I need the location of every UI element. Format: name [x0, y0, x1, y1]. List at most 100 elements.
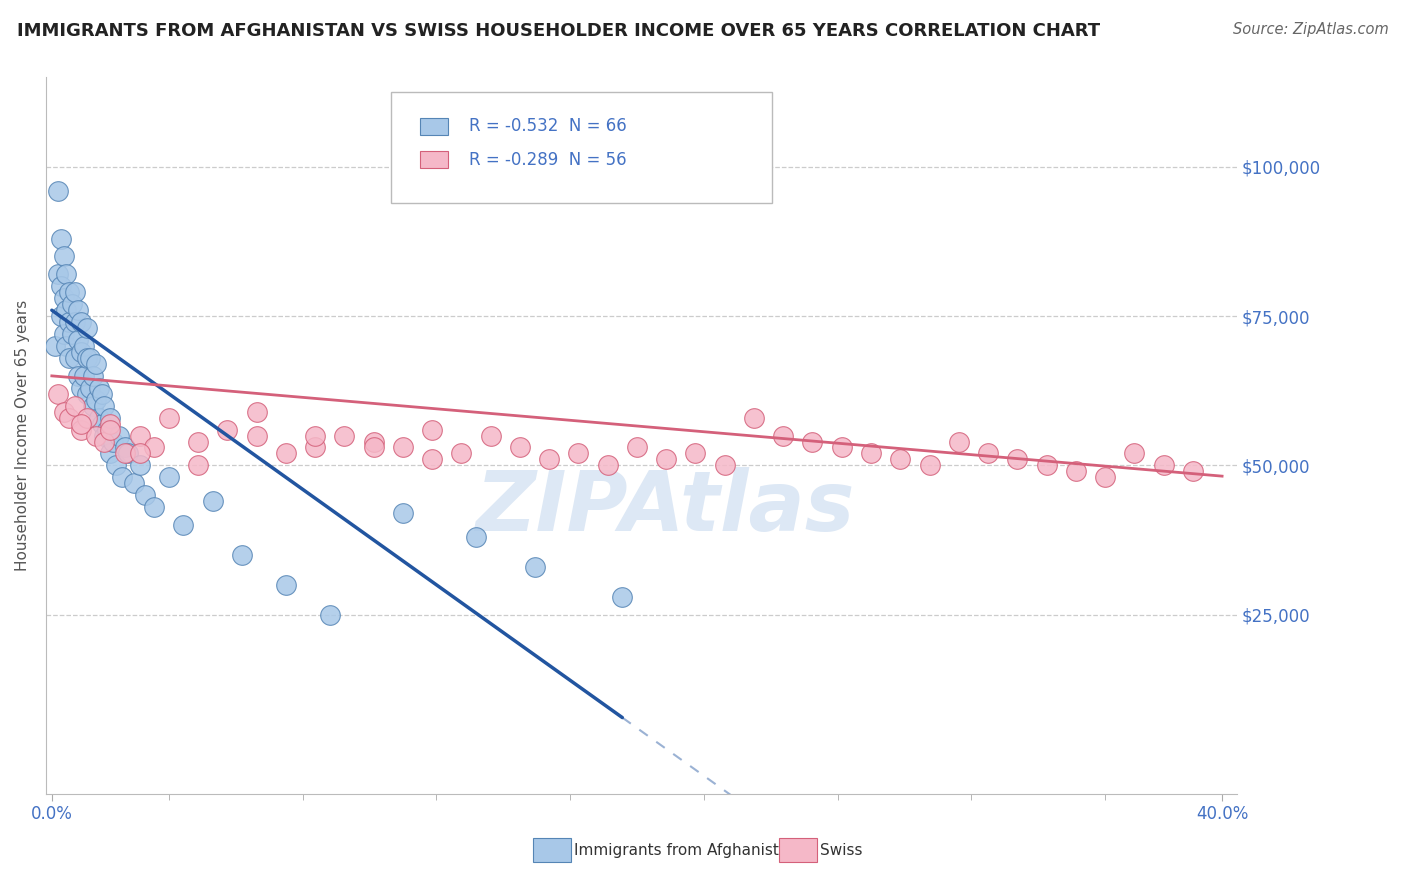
- Point: [134, 488, 156, 502]
- Point: [67, 303, 90, 318]
- Point: [49, 279, 72, 293]
- Point: [55, 339, 77, 353]
- Point: [84, 357, 107, 371]
- Point: [98, 423, 121, 437]
- Point: [98, 410, 121, 425]
- Point: [58, 315, 80, 329]
- Point: [84, 392, 107, 407]
- Point: [49, 231, 72, 245]
- Point: [52, 250, 75, 264]
- Point: [70, 417, 93, 431]
- Point: [128, 428, 150, 442]
- Point: [84, 428, 107, 442]
- Point: [742, 410, 765, 425]
- Point: [319, 607, 342, 622]
- Point: [977, 446, 1000, 460]
- FancyBboxPatch shape: [420, 118, 449, 135]
- Point: [44, 339, 66, 353]
- Point: [217, 423, 239, 437]
- Point: [96, 423, 118, 437]
- Point: [596, 458, 619, 473]
- Point: [1123, 446, 1146, 460]
- Point: [392, 506, 415, 520]
- Point: [52, 327, 75, 342]
- Point: [93, 428, 115, 442]
- Point: [420, 423, 443, 437]
- Point: [76, 386, 98, 401]
- Text: Immigrants from Afghanistan: Immigrants from Afghanistan: [574, 843, 797, 857]
- Point: [274, 446, 297, 460]
- Point: [87, 381, 110, 395]
- Point: [685, 446, 707, 460]
- Point: [509, 441, 531, 455]
- Point: [304, 441, 326, 455]
- Point: [70, 345, 93, 359]
- Point: [143, 500, 166, 515]
- Point: [65, 399, 87, 413]
- Point: [52, 405, 75, 419]
- Point: [231, 548, 253, 562]
- Point: [612, 590, 634, 604]
- Point: [67, 333, 90, 347]
- Point: [114, 441, 136, 455]
- Point: [1007, 452, 1029, 467]
- FancyBboxPatch shape: [391, 92, 772, 202]
- Point: [58, 351, 80, 365]
- Point: [93, 434, 115, 449]
- Text: R = -0.289  N = 56: R = -0.289 N = 56: [468, 151, 626, 169]
- Point: [333, 428, 356, 442]
- Point: [87, 410, 110, 425]
- Point: [157, 470, 180, 484]
- Point: [70, 423, 93, 437]
- Point: [108, 428, 131, 442]
- Point: [65, 285, 87, 300]
- Point: [58, 410, 80, 425]
- Point: [479, 428, 502, 442]
- Point: [73, 368, 96, 383]
- Point: [46, 386, 69, 401]
- Text: Swiss: Swiss: [820, 843, 862, 857]
- Point: [523, 560, 546, 574]
- Text: IMMIGRANTS FROM AFGHANISTAN VS SWISS HOUSEHOLDER INCOME OVER 65 YEARS CORRELATIO: IMMIGRANTS FROM AFGHANISTAN VS SWISS HOU…: [17, 22, 1099, 40]
- Point: [859, 446, 882, 460]
- Point: [918, 458, 941, 473]
- Point: [304, 428, 326, 442]
- Text: ZIPAtlas: ZIPAtlas: [475, 467, 855, 548]
- Point: [626, 441, 648, 455]
- Point: [1153, 458, 1175, 473]
- Point: [60, 327, 83, 342]
- Point: [111, 470, 134, 484]
- Point: [65, 315, 87, 329]
- Point: [103, 434, 125, 449]
- Point: [889, 452, 911, 467]
- Point: [49, 309, 72, 323]
- Point: [655, 452, 678, 467]
- Point: [143, 441, 166, 455]
- Point: [90, 417, 112, 431]
- Point: [60, 297, 83, 311]
- Point: [55, 268, 77, 282]
- FancyBboxPatch shape: [420, 152, 449, 169]
- Point: [128, 446, 150, 460]
- Point: [363, 441, 385, 455]
- Point: [65, 351, 87, 365]
- Point: [90, 386, 112, 401]
- Point: [1094, 470, 1116, 484]
- Point: [567, 446, 589, 460]
- Point: [98, 446, 121, 460]
- Point: [79, 381, 101, 395]
- Point: [392, 441, 415, 455]
- Point: [76, 321, 98, 335]
- Point: [67, 368, 90, 383]
- Point: [76, 410, 98, 425]
- Text: Source: ZipAtlas.com: Source: ZipAtlas.com: [1233, 22, 1389, 37]
- Point: [114, 446, 136, 460]
- Point: [948, 434, 970, 449]
- Point: [82, 399, 104, 413]
- Point: [172, 518, 194, 533]
- Point: [772, 428, 794, 442]
- Point: [420, 452, 443, 467]
- Point: [538, 452, 561, 467]
- Point: [1181, 464, 1204, 478]
- Point: [465, 530, 488, 544]
